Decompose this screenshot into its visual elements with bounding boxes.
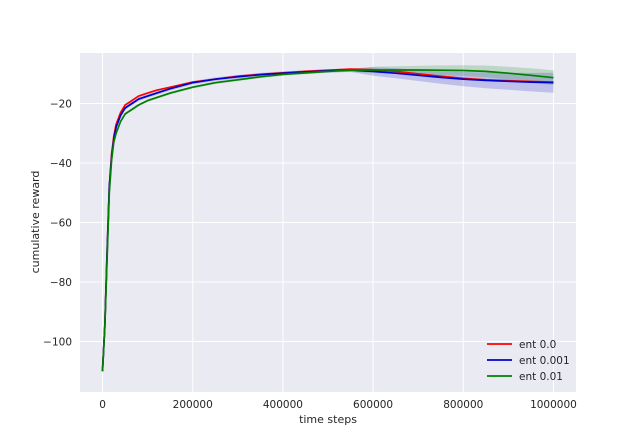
y-tick-label: −60: [50, 218, 72, 230]
confidence-bands: [102, 65, 554, 373]
legend-entry-ent-0-0: ent 0.0: [487, 339, 556, 351]
x-axis-ticks: 0 200000 400000 600000 800000 1000000: [99, 399, 577, 411]
y-axis-label: cumulative reward: [29, 171, 42, 274]
series-line-ent-0-01: [101, 69, 554, 372]
x-tick-label: 800000: [443, 399, 483, 411]
y-tick-label: −40: [50, 158, 72, 170]
band-ent-0-001: [102, 67, 554, 373]
y-tick-label: −100: [43, 336, 72, 348]
legend-label-ent-0-01: ent 0.01: [519, 371, 563, 383]
y-axis-ticks: −100 −80 −60 −40 −20: [43, 99, 72, 349]
legend-label-ent-0-001: ent 0.001: [519, 355, 570, 367]
y-tick-label: −20: [50, 99, 72, 111]
legend: ent 0.0 ent 0.001 ent 0.01: [487, 339, 570, 383]
x-tick-label: 0: [99, 399, 106, 411]
y-tick-label: −80: [50, 277, 72, 289]
grid: [80, 53, 576, 392]
x-axis-label: time steps: [299, 413, 357, 426]
legend-entry-ent-0-001: ent 0.001: [487, 355, 570, 367]
series-lines: [101, 68, 554, 372]
x-tick-label: 400000: [263, 399, 303, 411]
legend-entry-ent-0-01: ent 0.01: [487, 371, 563, 383]
legend-label-ent-0-0: ent 0.0: [519, 339, 556, 351]
series-line-ent-0-001: [101, 69, 554, 372]
x-tick-label: 1000000: [530, 399, 577, 411]
x-tick-label: 600000: [353, 399, 393, 411]
x-tick-label: 200000: [173, 399, 213, 411]
